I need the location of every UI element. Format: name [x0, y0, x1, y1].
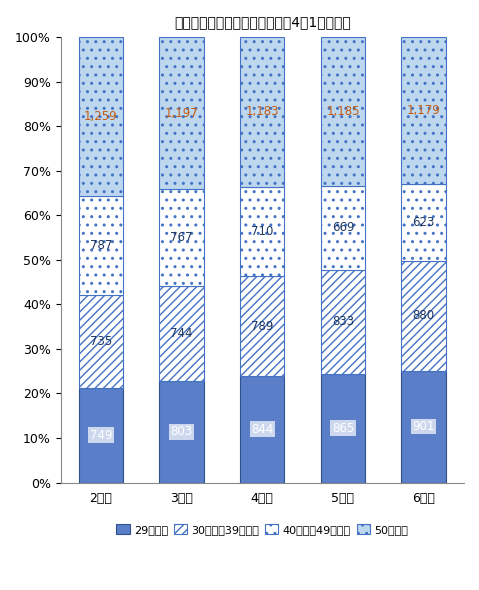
Bar [240, 376, 285, 483]
Text: 669: 669 [332, 221, 354, 234]
Bar [240, 186, 285, 276]
Bar [240, 276, 285, 376]
Text: 1,259: 1,259 [84, 110, 118, 123]
Text: 880: 880 [412, 309, 435, 322]
Bar [79, 196, 123, 296]
Bar [321, 186, 365, 270]
Bar [79, 388, 123, 483]
Bar [79, 296, 123, 388]
Bar [321, 270, 365, 374]
Text: 735: 735 [90, 335, 112, 348]
Bar [401, 261, 446, 371]
Text: 1,185: 1,185 [326, 105, 360, 118]
Bar [321, 374, 365, 483]
Bar [240, 37, 285, 186]
Text: 789: 789 [251, 320, 274, 333]
Text: 865: 865 [332, 422, 354, 435]
Bar [401, 183, 446, 261]
Bar [160, 189, 204, 286]
Text: 1,183: 1,183 [246, 106, 279, 119]
Text: 844: 844 [251, 423, 274, 436]
Bar [401, 371, 446, 483]
Text: 767: 767 [171, 231, 193, 244]
Bar [160, 286, 204, 381]
Bar [401, 37, 446, 183]
Text: 744: 744 [171, 327, 193, 340]
Text: 1,179: 1,179 [407, 104, 441, 117]
Text: 710: 710 [251, 225, 274, 238]
Bar [321, 37, 365, 186]
Text: 803: 803 [171, 425, 193, 438]
Bar [79, 37, 123, 196]
Text: 787: 787 [90, 239, 112, 252]
Bar [160, 37, 204, 189]
Text: 623: 623 [412, 216, 435, 229]
Text: 833: 833 [332, 316, 354, 329]
Legend: 29歳以下, 30歳以上39歳以下, 40歳以上49歳以下, 50歳以上: 29歳以下, 30歳以上39歳以下, 40歳以上49歳以下, 50歳以上 [112, 519, 412, 539]
Title: 職員の年齢構成の推移（各年度4月1日現在）: 職員の年齢構成の推移（各年度4月1日現在） [174, 15, 351, 29]
Text: 749: 749 [90, 429, 112, 442]
Text: 901: 901 [412, 420, 435, 433]
Text: 1,197: 1,197 [165, 107, 198, 120]
Bar [160, 381, 204, 483]
